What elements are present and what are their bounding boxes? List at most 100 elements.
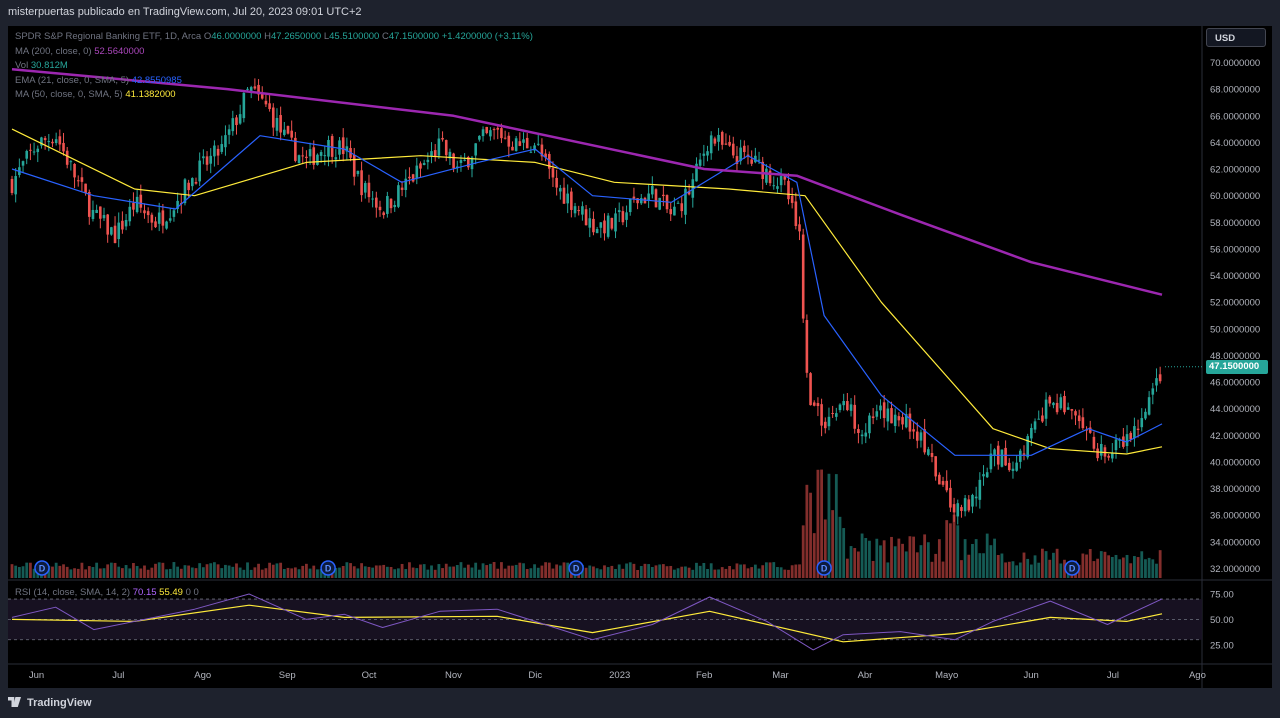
candle-body: [393, 205, 397, 208]
volume-bar: [14, 565, 18, 578]
volume-bar: [967, 554, 971, 578]
volume-bar: [194, 568, 198, 578]
rsi-tick-label: 50.00: [1210, 615, 1234, 626]
candle-body: [698, 159, 702, 166]
volume-bar: [363, 566, 367, 578]
candle-body: [695, 163, 698, 182]
candle-body: [404, 178, 408, 190]
volume-bar: [95, 562, 99, 578]
volume-bar: [459, 562, 463, 578]
volume-bar: [190, 567, 194, 578]
volume-bar: [661, 564, 665, 578]
volume-bar: [54, 562, 58, 578]
close-label: C: [381, 31, 389, 42]
y-tick-label: 36.0000000: [1210, 511, 1260, 522]
candle-body: [617, 210, 621, 213]
candle-body: [356, 170, 360, 175]
volume-bar: [209, 563, 213, 578]
volume-bar: [106, 564, 110, 578]
candle-body: [194, 182, 198, 184]
candle-body: [1055, 402, 1059, 413]
candle-body: [559, 188, 562, 192]
volume-bar: [555, 564, 559, 578]
candle-body: [452, 153, 455, 169]
volume-bar: [1103, 551, 1107, 578]
volume-bar: [827, 473, 831, 578]
candle-body: [378, 206, 382, 211]
candle-body: [728, 141, 731, 146]
volume-bar: [17, 567, 21, 578]
candle-body: [945, 480, 949, 491]
x-tick-label: Dic: [528, 670, 542, 681]
volume-bar: [198, 563, 202, 578]
candle-body: [316, 154, 319, 165]
dividend-label: D: [821, 564, 828, 574]
candle-body: [603, 220, 606, 234]
volume-bar: [886, 562, 890, 578]
volume-bar: [319, 568, 323, 578]
volume-bar: [135, 566, 139, 578]
candle-body: [62, 142, 65, 152]
x-tick-label: Mayo: [935, 670, 958, 681]
candle-body: [776, 186, 779, 189]
candle-body: [411, 174, 415, 182]
candle-body: [639, 198, 643, 204]
candle-body: [363, 183, 367, 193]
volume-bar: [297, 569, 301, 578]
volume-bar: [312, 565, 316, 578]
volume-bar: [485, 565, 489, 578]
volume-bar: [305, 563, 308, 578]
candle-body: [963, 498, 967, 512]
low-value: 45.5100000: [329, 31, 380, 42]
candle-body: [684, 188, 687, 215]
candle-body: [673, 206, 676, 216]
volume-bar: [614, 568, 617, 578]
candle-body: [323, 155, 327, 157]
volume-bar: [102, 568, 106, 578]
candle-body: [205, 156, 209, 165]
candle-body: [978, 479, 982, 500]
rsi-extra-values: 0 0: [185, 587, 199, 598]
volume-bar: [1052, 552, 1055, 578]
volume-bar: [109, 562, 113, 578]
candle-body: [871, 416, 875, 419]
volume-bar: [69, 569, 73, 578]
volume-bar: [673, 569, 676, 578]
volume-bar: [669, 565, 673, 578]
volume-bar: [768, 562, 772, 578]
volume-bar: [941, 561, 945, 578]
volume-bar: [720, 567, 724, 578]
candle-body: [51, 141, 54, 144]
volume-bar: [1088, 549, 1092, 578]
candle-body: [168, 218, 172, 221]
currency-button[interactable]: USD: [1206, 28, 1266, 47]
candle-body: [507, 135, 511, 147]
candle-body: [32, 151, 36, 153]
open-label: O: [203, 31, 212, 42]
volume-bar: [73, 568, 76, 578]
dividend-label: D: [325, 564, 332, 574]
rsi-ma-value: 55.49: [159, 587, 183, 598]
brand-label: TradingView: [27, 697, 92, 709]
candle-body: [327, 139, 330, 157]
volume-bar: [820, 469, 823, 578]
candle-body: [676, 202, 680, 204]
volume-bar: [80, 562, 84, 578]
candle-body: [1011, 468, 1015, 471]
candle-body: [1070, 409, 1074, 411]
volume-bar: [220, 568, 224, 578]
candle-body: [1019, 450, 1022, 462]
volume-bar: [183, 565, 187, 578]
candle-body: [360, 170, 363, 196]
volume-bar: [62, 564, 65, 578]
volume-bar: [742, 564, 746, 578]
candle-body: [220, 144, 224, 152]
candle-body: [809, 373, 812, 406]
volume-bar: [996, 554, 1000, 578]
tradingview-logo[interactable]: TradingView: [8, 697, 92, 709]
candle-body: [1133, 426, 1136, 439]
candle-body: [739, 147, 742, 162]
volume-bar: [971, 543, 974, 578]
volume-bar: [547, 562, 551, 578]
